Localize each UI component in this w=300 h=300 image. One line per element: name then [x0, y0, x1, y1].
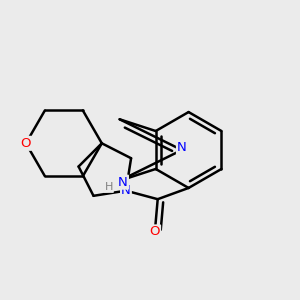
Text: O: O: [21, 137, 31, 150]
Text: N: N: [177, 141, 187, 154]
Text: N: N: [121, 184, 131, 197]
Text: H: H: [105, 182, 113, 192]
Text: O: O: [150, 225, 160, 239]
Text: N: N: [118, 176, 128, 189]
